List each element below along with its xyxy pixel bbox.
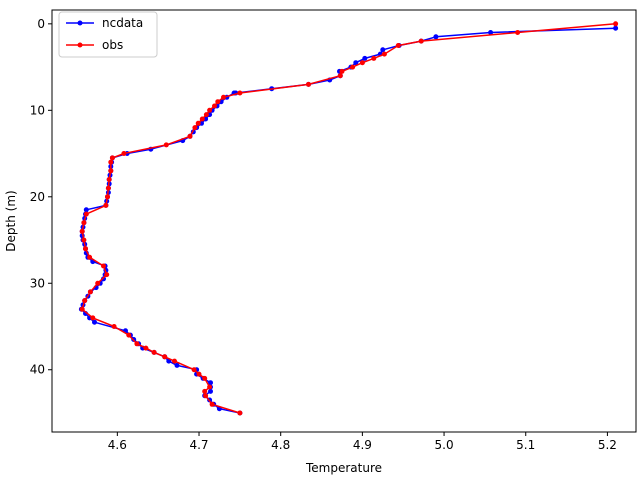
y-axis: 0 10 20 30 40 — [30, 17, 52, 377]
data-point-ncdata — [101, 276, 106, 282]
data-point-obs — [83, 211, 89, 217]
x-axis: 4.6 4.7 4.8 4.9 5.0 5.1 5.2 — [108, 432, 617, 452]
plot-area — [78, 21, 619, 416]
data-point-obs — [105, 185, 111, 191]
data-point-obs — [221, 94, 226, 100]
data-point-obs — [95, 280, 101, 286]
data-point-ncdata — [488, 30, 494, 35]
data-point-ncdata — [613, 25, 619, 31]
data-point-obs — [172, 358, 177, 364]
data-point-obs — [79, 306, 85, 312]
x-tick-label: 5.1 — [516, 438, 535, 452]
x-tick-label: 4.7 — [189, 438, 208, 452]
y-tick-label: 40 — [30, 363, 45, 377]
data-point-obs — [134, 341, 140, 347]
data-point-ncdata — [174, 362, 180, 368]
data-point-ncdata — [83, 207, 89, 213]
data-point-obs — [212, 103, 217, 109]
data-point-obs — [199, 116, 205, 122]
data-point-obs — [371, 55, 377, 61]
y-tick-label: 30 — [30, 276, 45, 290]
data-point-obs — [207, 107, 213, 113]
data-point-obs — [103, 202, 109, 208]
data-point-obs — [350, 64, 356, 70]
x-tick-label: 4.6 — [108, 438, 127, 452]
data-point-obs — [381, 51, 387, 57]
x-tick-label: 4.9 — [353, 438, 372, 452]
data-point-obs — [143, 345, 149, 351]
data-point-obs — [207, 384, 213, 390]
data-point-obs — [187, 133, 193, 139]
data-point-obs — [79, 228, 85, 234]
series-line-obs — [81, 23, 616, 414]
data-point-obs — [339, 68, 345, 74]
data-point-obs — [108, 168, 114, 174]
data-point-obs — [192, 125, 198, 131]
data-point-obs — [337, 73, 343, 79]
data-point-ncdata — [92, 319, 97, 325]
data-point-obs — [203, 393, 209, 399]
data-point-obs — [83, 246, 88, 252]
legend-marker-ncdata — [77, 20, 83, 26]
data-point-obs — [126, 332, 132, 338]
data-point-obs — [101, 263, 106, 269]
data-point-obs — [202, 388, 208, 394]
data-point-obs — [306, 81, 311, 87]
y-tick-label: 20 — [30, 190, 45, 204]
data-point-obs — [105, 194, 110, 200]
data-point-obs — [195, 120, 201, 126]
data-point-obs — [90, 315, 96, 321]
data-point-obs — [163, 142, 169, 148]
data-point-ncdata — [433, 34, 439, 40]
data-point-obs — [191, 367, 197, 373]
data-point-obs — [237, 410, 243, 416]
legend-label-obs: obs — [102, 38, 123, 52]
x-tick-label: 5.2 — [598, 438, 617, 452]
x-tick-label: 4.8 — [271, 438, 290, 452]
data-point-obs — [196, 371, 202, 377]
data-point-obs — [109, 155, 115, 161]
data-point-ncdata — [380, 47, 386, 53]
x-axis-label: Temperature — [305, 461, 382, 475]
legend-label-ncdata: ncdata — [102, 16, 143, 30]
data-point-ncdata — [353, 60, 359, 66]
data-point-obs — [104, 272, 110, 278]
data-point-obs — [202, 375, 208, 381]
data-point-obs — [395, 43, 401, 48]
data-point-obs — [87, 254, 93, 260]
y-axis-label: Depth (m) — [4, 190, 18, 251]
data-point-obs — [418, 38, 424, 44]
data-point-obs — [515, 30, 521, 35]
y-tick-label: 10 — [30, 103, 45, 117]
data-point-obs — [111, 324, 117, 329]
data-point-obs — [87, 289, 93, 295]
data-point-obs — [81, 220, 87, 226]
legend: ncdata obs — [58, 11, 158, 58]
data-point-obs — [81, 237, 87, 243]
data-point-obs — [82, 298, 88, 304]
data-point-ncdata — [208, 380, 213, 386]
y-tick-label: 0 — [37, 17, 45, 31]
data-point-obs — [209, 401, 215, 407]
data-point-obs — [359, 60, 365, 66]
data-point-obs — [121, 151, 127, 156]
data-point-obs — [106, 177, 112, 182]
data-point-obs — [162, 354, 168, 360]
data-point-obs — [203, 112, 209, 118]
data-point-obs — [613, 21, 619, 27]
axes-frame — [51, 9, 637, 433]
data-point-obs — [215, 99, 221, 105]
data-point-obs — [108, 159, 114, 165]
data-point-obs — [151, 349, 157, 355]
data-point-obs — [237, 90, 243, 96]
x-tick-label: 5.0 — [435, 438, 454, 452]
data-point-ncdata — [208, 388, 213, 394]
legend-marker-obs — [77, 42, 83, 48]
data-point-ncdata — [362, 55, 368, 61]
